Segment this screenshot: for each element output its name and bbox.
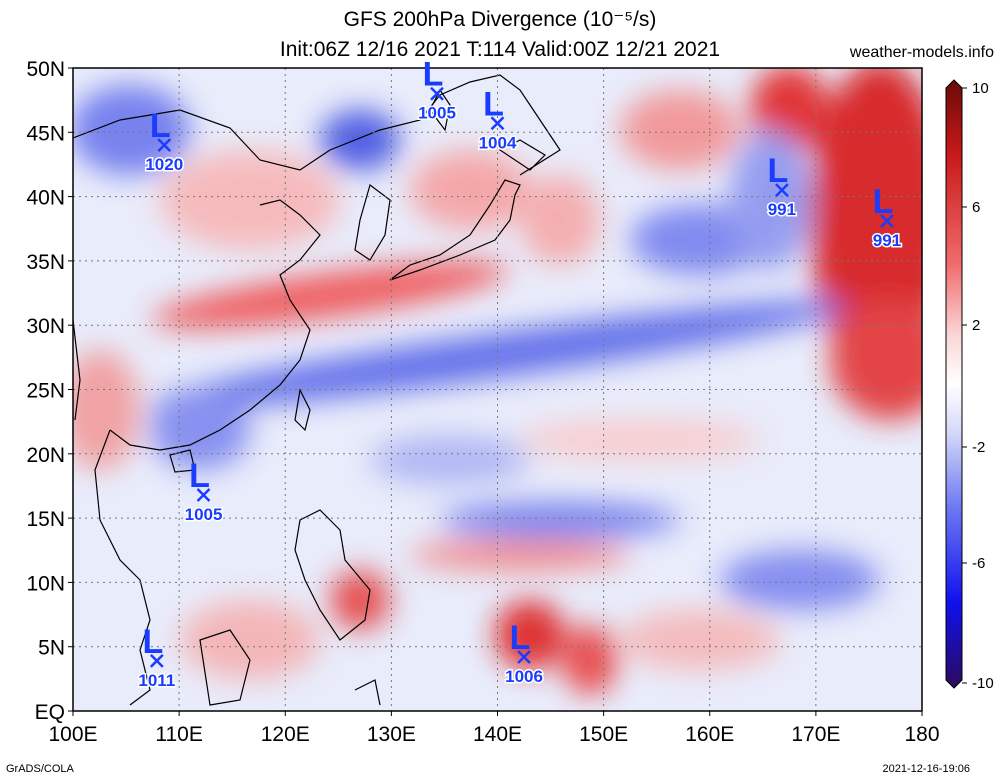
low-center-mark	[490, 116, 505, 131]
lon-label: 120E	[261, 723, 310, 746]
low-center-mark	[880, 214, 894, 228]
low-pressure-value: 1011	[138, 671, 175, 690]
low-marker: L 1006	[504, 619, 545, 688]
site-label: weather-models.info	[849, 44, 994, 61]
low-center-mark	[157, 138, 172, 153]
low-marker: L 1020	[144, 107, 185, 176]
low-letter: L	[768, 152, 789, 190]
lat-label: 35N	[26, 251, 65, 274]
lat-label: 25N	[26, 380, 65, 403]
lon-label: 160E	[685, 723, 734, 746]
coastlines	[73, 74, 561, 706]
low-center-mark	[430, 86, 444, 101]
axis-labels: 100E 110E 120E 130E 140E 150E 160E 170E 180 50N 45…	[26, 58, 939, 746]
low-letter: L	[189, 457, 210, 495]
footer-software: GrADS/COLA	[6, 763, 74, 775]
lon-label: 110E	[155, 723, 203, 746]
colorbar-tick-label: -6	[972, 555, 985, 572]
low-marker: L 1004	[477, 85, 518, 154]
lon-label: 170E	[791, 723, 840, 746]
low-center-mark	[196, 488, 211, 502]
lat-label: 30N	[26, 315, 65, 338]
lat-label: 5N	[38, 637, 65, 660]
low-marker: L 1005	[183, 457, 224, 526]
map-title: GFS 200hPa Divergence (10⁻⁵/s)	[343, 8, 657, 31]
lon-label: 140E	[473, 723, 522, 746]
low-marker: L 1005	[417, 56, 458, 125]
low-pressure-value: 1004	[479, 133, 517, 152]
colorbar-tick-label: 6	[972, 199, 980, 216]
low-pressure-value: 1006	[505, 667, 543, 686]
lat-label: 15N	[26, 508, 65, 531]
lat-label: 40N	[26, 187, 65, 210]
colorbar-tick-label: -2	[972, 439, 985, 456]
map-subtitle: Init:06Z 12/16 2021 T:114 Valid:00Z 12/2…	[279, 38, 721, 61]
low-pressure-markers: L 1020 L 1005 L 1004 L 991 L 991 L 1005 L 1011 L 1006	[137, 56, 903, 692]
low-pressure-value: 991	[873, 231, 901, 250]
low-pressure-value: 1005	[185, 505, 223, 524]
low-pressure-value: 1020	[145, 155, 183, 174]
colorbar	[945, 79, 963, 689]
lat-label: 45N	[26, 122, 65, 145]
low-pressure-value: 991	[768, 200, 796, 219]
low-center-mark	[149, 653, 164, 668]
lon-label: 150E	[579, 723, 628, 746]
low-pressure-value: 1005	[418, 104, 456, 123]
lat-label: EQ	[35, 701, 65, 724]
low-letter: L	[510, 619, 531, 657]
low-letter: L	[142, 623, 163, 661]
lat-label: 50N	[26, 58, 65, 81]
low-letter: L	[423, 56, 444, 94]
footer-timestamp: 2021-12-16-19:06	[882, 763, 970, 775]
lon-label: 130E	[367, 723, 416, 746]
low-marker: L 991	[766, 152, 797, 221]
low-letter: L	[873, 183, 894, 221]
low-letter: L	[483, 85, 504, 123]
low-center-mark	[775, 183, 789, 198]
colorbar-tick-label: -10	[972, 675, 994, 692]
lat-label: 10N	[26, 572, 65, 595]
low-marker: L 991	[871, 183, 902, 252]
lat-label: 20N	[26, 444, 65, 467]
lat-lon-grid	[73, 68, 922, 711]
colorbar-tick-label: 10	[972, 80, 989, 97]
lon-label: 100E	[48, 723, 97, 746]
low-marker: L 1011	[137, 623, 177, 692]
low-letter: L	[150, 107, 171, 145]
divergence-field	[73, 68, 922, 711]
lon-label: 180	[904, 723, 939, 746]
colorbar-tick-label: 2	[972, 317, 980, 334]
colorbar-labels: 10 6 2 -2 -6 -10	[962, 80, 994, 692]
low-center-mark	[517, 650, 531, 664]
